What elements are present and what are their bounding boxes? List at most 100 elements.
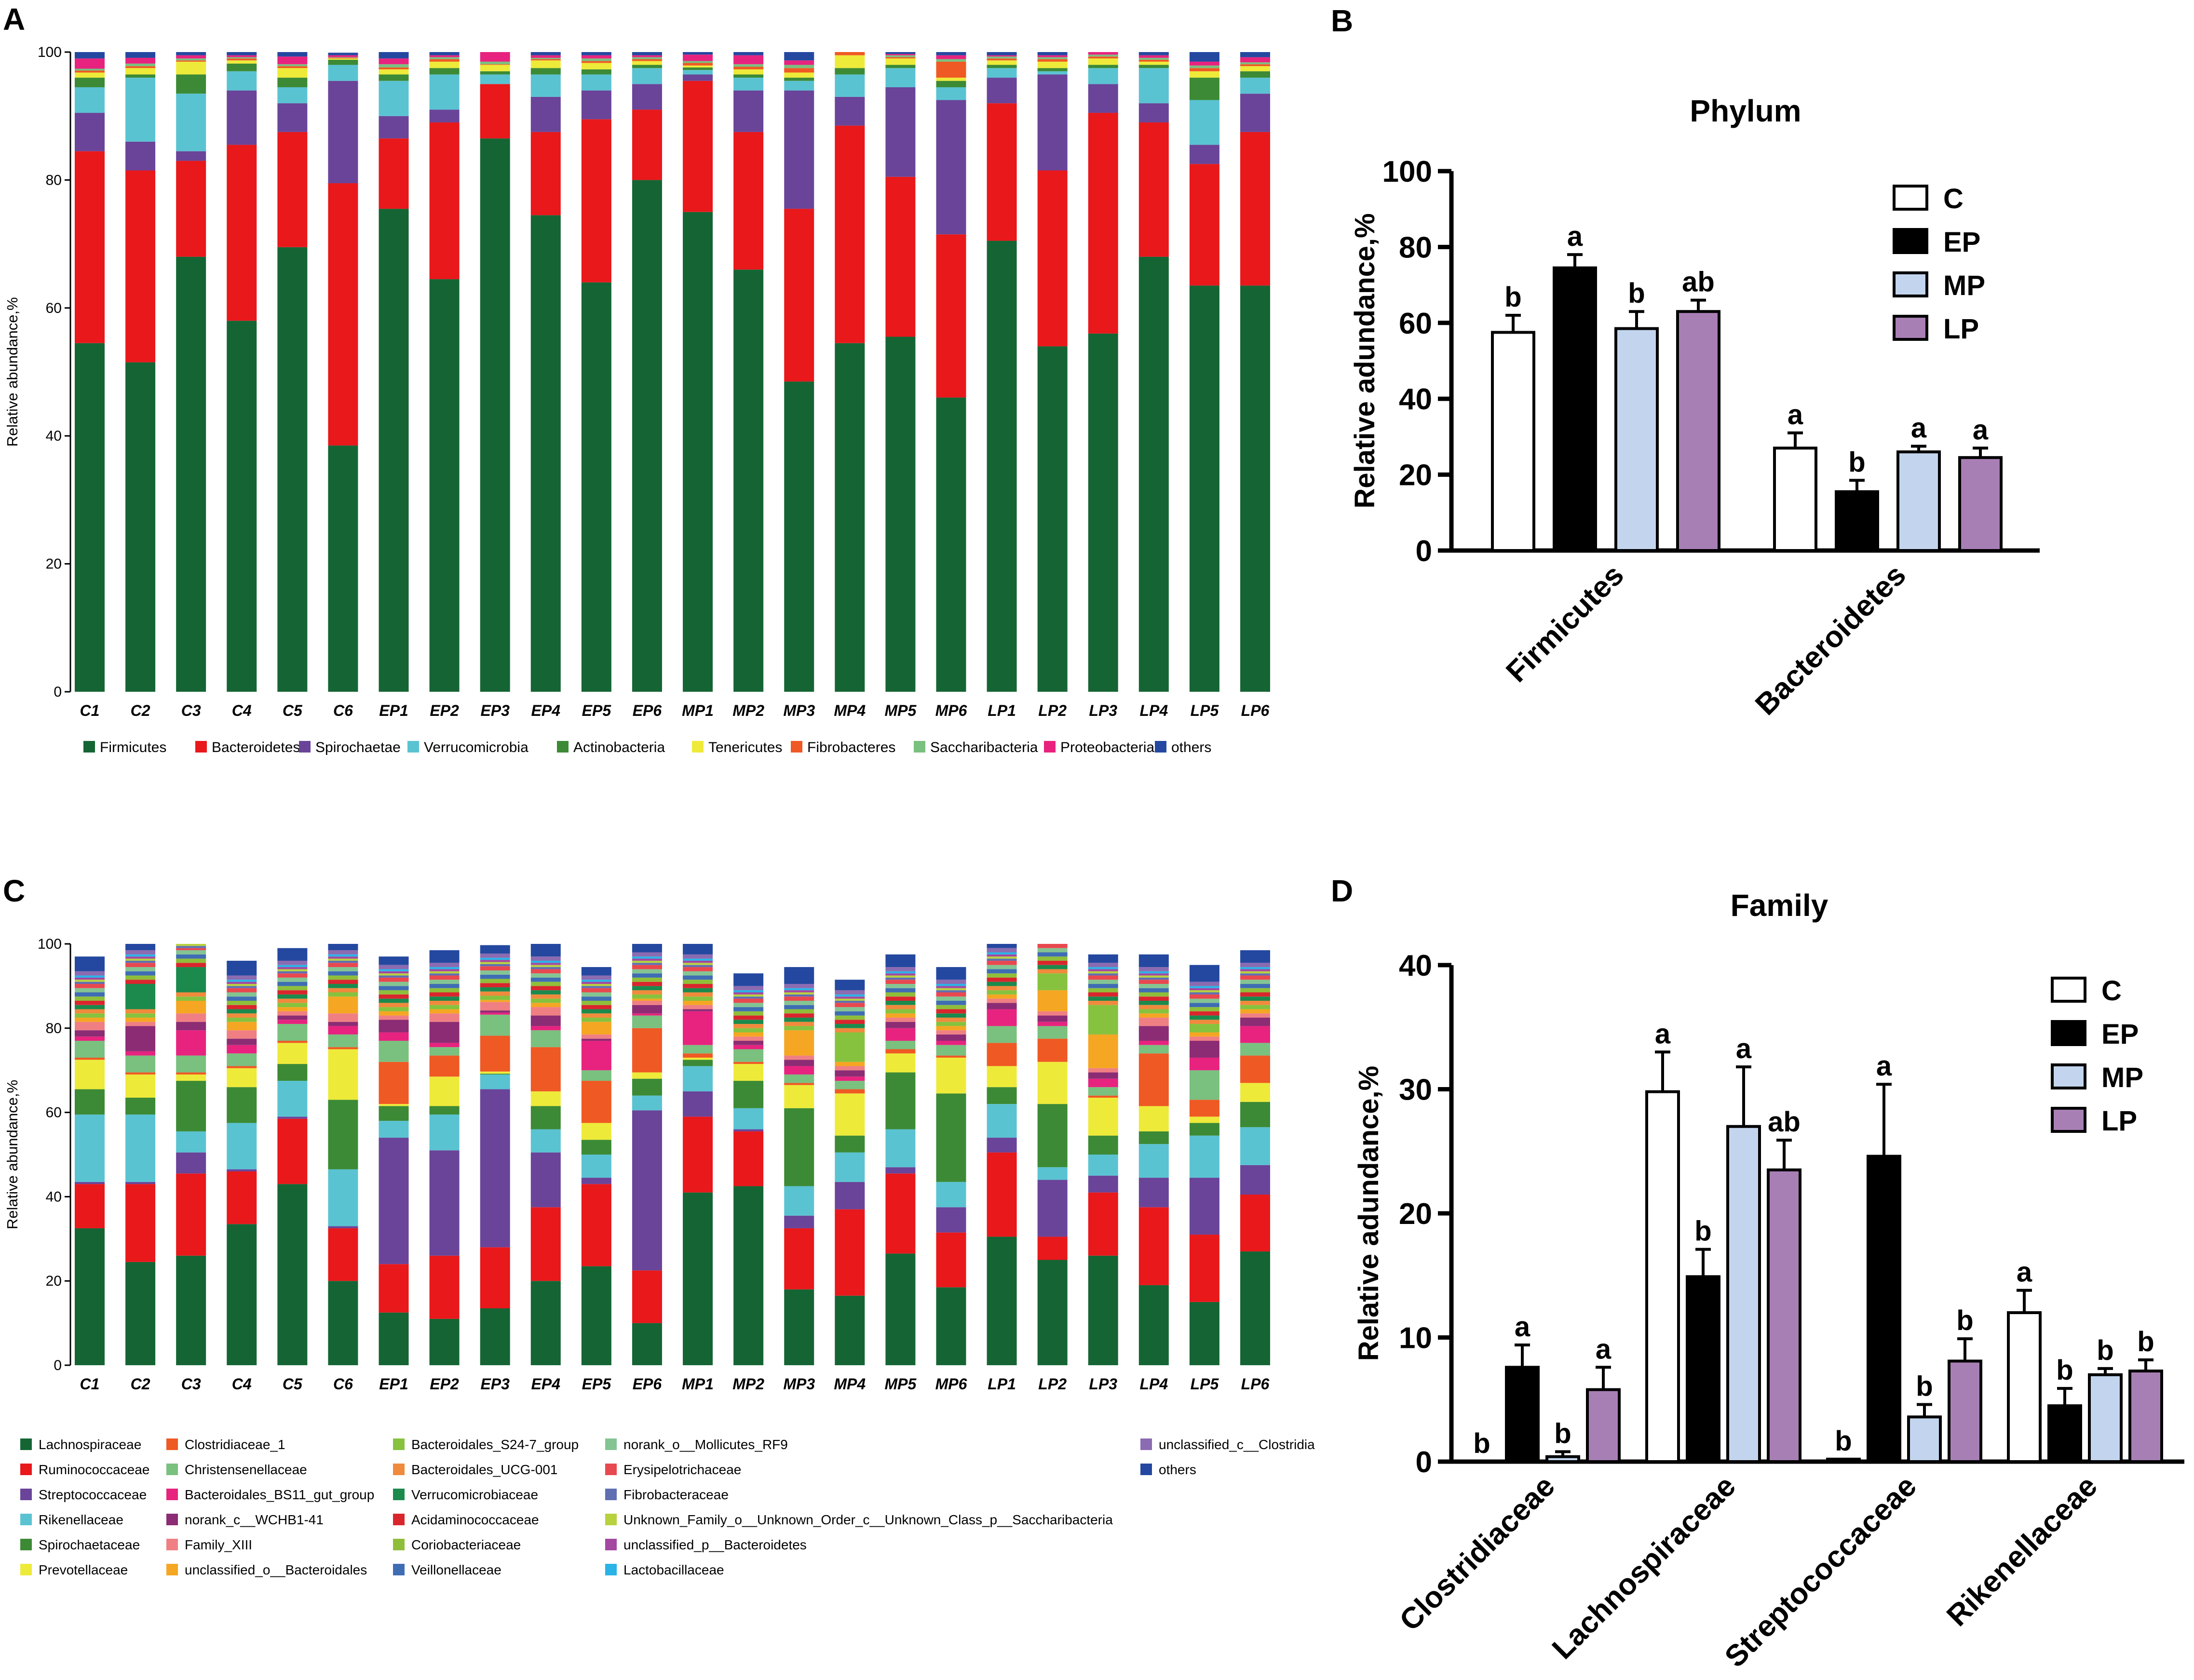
stack-segment-lactobacillaceae [1138, 971, 1169, 974]
stack-segment-prevotellaceae [328, 1049, 358, 1100]
stack-segment-acidaminococcaceae [683, 984, 713, 988]
stack-segment-norank-o-mollicutes-rf9 [530, 973, 561, 978]
stack-segment-bacteroidetes [581, 119, 611, 282]
stack-segment-others [1037, 52, 1068, 55]
stack-segment-rikenellaceae [379, 1121, 409, 1138]
significance-letter: b [1473, 1428, 1490, 1459]
significance-letter: a [2017, 1257, 2032, 1288]
stack-segment-streptococcaceae [75, 1182, 105, 1184]
legend-label-c: C [1943, 183, 1964, 215]
stack-segment-unclassified-p-bacteroidetes [885, 973, 916, 976]
stack-segment-norank-c-wchb1-41 [1189, 1041, 1219, 1058]
stack-segment-firmicutes [936, 397, 966, 692]
stack-segment-fibrobacteres [75, 70, 105, 73]
stack-segment-prevotellaceae [936, 1057, 966, 1094]
stack-segment-verrucomicrobia [176, 94, 206, 151]
stack-segment-bacteroidales-ucg-001 [429, 1000, 460, 1005]
stack-segment-spirochaetaceae [885, 1072, 916, 1129]
stack-segment-lachnospiraceae [480, 1308, 510, 1365]
stack-segment-streptococcaceae [328, 1226, 358, 1228]
stack-segment-firmicutes [480, 138, 510, 692]
stack-segment-lachnospiraceae [1189, 1302, 1219, 1365]
stack-segment-spirochaetaceae [632, 1078, 662, 1096]
stack-segment-ruminococcaceae [480, 1247, 510, 1309]
stack-segment-rikenellaceae [683, 1066, 713, 1091]
stack-segment-spirochaetae [176, 151, 206, 161]
stack-segment-prevotellaceae [987, 1066, 1017, 1088]
stack-segment-acidaminococcaceae [1189, 1011, 1219, 1016]
stack-segment-erysipelotrichaceae [936, 992, 966, 997]
stack-segment-family-xiii [379, 1015, 409, 1020]
stack-segment-christensenellaceae [277, 1024, 308, 1041]
stack-segment-verrucomicrobia [379, 81, 409, 116]
stack-segment-saccharibacteria [480, 61, 510, 65]
stack-segment-verrucomicrobia [632, 68, 662, 84]
y-tick-label: 40 [1399, 383, 1432, 416]
chart-title: Phylum [1690, 94, 1801, 128]
stack-segment-unknown-family-o-unknown-order-c-unknown-class-p-saccharibacteria [733, 994, 764, 997]
stack-segment-clostridiaceae-1 [683, 1053, 713, 1058]
stack-segment-norank-o-mollicutes-rf9 [835, 1007, 865, 1011]
y-tick-label: 10 [1399, 1322, 1432, 1355]
y-tick-label: 80 [46, 1021, 62, 1036]
legend-label-bacteroidales-bs11-gut-group: Bacteroidales_BS11_gut_group [185, 1487, 374, 1502]
stack-segment-coriobacteriaceae [581, 1000, 611, 1005]
stack-segment-actinobacteria [429, 68, 460, 75]
stack-segment-lachnospiraceae [581, 1266, 611, 1365]
stack-segment-prevotellaceae [1189, 1116, 1219, 1123]
stack-segment-firmicutes [125, 362, 156, 692]
stack-segment-others [530, 52, 561, 55]
legend-swatch-spirochaetaceae [20, 1539, 32, 1550]
stack-segment-unclassified-o-bacteroidales [581, 1021, 611, 1035]
stack-segment-saccharibacteria [328, 57, 358, 58]
x-tick-label: MP1 [682, 702, 714, 719]
stack-segment-unclassified-c-clostridia [1088, 963, 1118, 968]
stack-segment-fibrobacteraceae [429, 973, 460, 976]
stack-segment-unclassified-o-bacteroidales [277, 1007, 308, 1011]
stack-segment-norank-c-wchb1-41 [1088, 1072, 1118, 1079]
y-tick-label: 0 [1416, 1446, 1432, 1479]
stack-segment-norank-o-mollicutes-rf9 [429, 980, 460, 984]
stack-segment-ruminococcaceae [1240, 1195, 1270, 1252]
stack-segment-family-xiii [683, 1005, 713, 1009]
stack-segment-fibrobacteraceae [987, 958, 1017, 961]
stack-segment-others [227, 52, 257, 55]
stack-segment-actinobacteria [480, 71, 510, 75]
stack-segment-fibrobacteraceae [1088, 973, 1118, 976]
stack-segment-family-xiii [1240, 1013, 1270, 1018]
stack-segment-veillonellaceae [75, 992, 105, 997]
stack-segment-streptococcaceae [683, 1091, 713, 1117]
stack-segment-coriobacteriaceae [1037, 956, 1068, 961]
stack-segment-rikenellaceae [1088, 1155, 1118, 1176]
stack-segment-others [75, 52, 105, 59]
stack-segment-streptococcaceae [1088, 1175, 1118, 1193]
significance-letter: b [1504, 282, 1521, 313]
stack-segment-verrucomicrobiaceae [1037, 965, 1068, 969]
y-tick-label: 100 [1382, 155, 1432, 188]
stack-segment-lachnospiraceae [987, 1236, 1017, 1365]
stack-segment-bacteroidales-s24-7-group [733, 1028, 764, 1033]
stack-segment-proteobacteria [429, 55, 460, 57]
stack-segment-prevotellaceae [733, 1064, 764, 1081]
legend-swatch-norank-o-mollicutes-rf9 [605, 1438, 617, 1450]
stack-segment-fibrobacteraceae [379, 975, 409, 978]
stack-segment-unknown-family-o-unknown-order-c-unknown-class-p-saccharibacteria [1240, 971, 1270, 974]
legend-swatch-erysipelotrichaceae [605, 1464, 617, 1475]
stack-segment-family-xiii [987, 998, 1017, 1003]
stack-segment-rikenellaceae [835, 1152, 865, 1182]
stack-segment-clostridiaceae-1 [125, 1072, 156, 1075]
stack-segment-firmicutes [733, 269, 764, 692]
stack-segment-bacteroidales-s24-7-group [632, 994, 662, 999]
stack-segment-lactobacillaceae [75, 975, 105, 978]
bar-lp-streptococcaceae [1948, 1359, 1982, 1464]
stack-segment-actinobacteria [581, 69, 611, 75]
legend-swatch-veillonellaceae [393, 1564, 405, 1575]
stack-segment-saccharibacteria [125, 63, 156, 67]
stack-segment-rikenellaceae [1240, 1127, 1270, 1165]
stack-segment-christensenellaceae [1138, 1045, 1169, 1054]
stack-segment-unknown-family-o-unknown-order-c-unknown-class-p-saccharibacteria [125, 958, 156, 961]
stack-segment-verrucomicrobia [75, 87, 105, 113]
stack-segment-firmicutes [1240, 285, 1270, 692]
stack-segment-erysipelotrichaceae [75, 984, 105, 988]
stack-segment-norank-c-wchb1-41 [784, 1060, 814, 1066]
